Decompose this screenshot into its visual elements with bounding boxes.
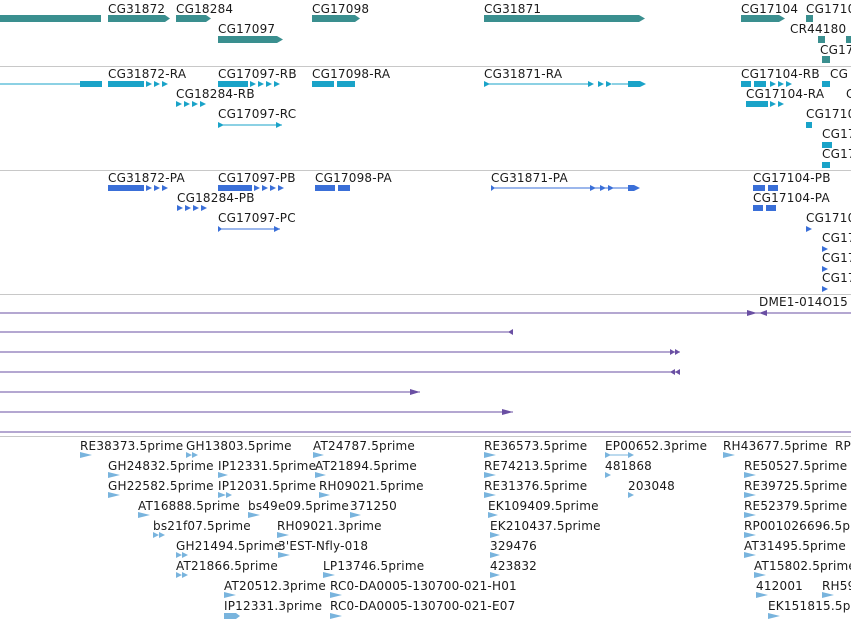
alignments-track: DME1-014O15: [0, 295, 851, 436]
est-label[interactable]: RH09021.3prime: [277, 519, 382, 533]
gene-label[interactable]: CG17104: [741, 2, 799, 16]
est-label[interactable]: 423832: [490, 559, 538, 573]
protein-glyphs: [108, 185, 828, 292]
protein-label[interactable]: CG17: [822, 231, 851, 245]
est-label[interactable]: AT21894.5prime: [315, 459, 417, 473]
est-label[interactable]: RP: [835, 439, 851, 453]
transcript-label[interactable]: CG17: [822, 147, 851, 161]
est-label[interactable]: 412001: [756, 579, 804, 593]
track-divider: [0, 294, 851, 295]
est-label[interactable]: RC0-DA0005-130700-021-H01: [330, 579, 517, 593]
est-label[interactable]: 3'EST-Nfly-018: [278, 539, 369, 553]
transcripts-track: CG31872-RA CG17097-RB CG17098-RA CG31871-RA…: [0, 67, 851, 170]
est-glyphs: [80, 452, 834, 619]
alignment-features[interactable]: [0, 310, 851, 433]
track-divider: [0, 170, 851, 171]
transcript-label[interactable]: CG17: [822, 127, 851, 141]
est-label[interactable]: RE52379.5prime: [744, 499, 848, 513]
est-label[interactable]: GH13803.5prime: [186, 439, 292, 453]
alignment-glyphs: [0, 310, 851, 433]
est-label[interactable]: 481868: [605, 459, 653, 473]
est-label[interactable]: RE74213.5prime: [484, 459, 588, 473]
est-label[interactable]: LP13746.5prime: [323, 559, 425, 573]
est-label[interactable]: AT24787.5prime: [313, 439, 415, 453]
est-label[interactable]: AT16888.5prime: [138, 499, 240, 513]
est-label[interactable]: RE50527.5prime: [744, 459, 848, 473]
est-features[interactable]: [80, 452, 834, 619]
est-label[interactable]: RE38373.5prime: [80, 439, 184, 453]
est-label[interactable]: EP00652.3prime: [605, 439, 708, 453]
proteins-track: CG31872-PA CG17097-PB CG17098-PA CG31871-PA…: [0, 171, 851, 294]
transcript-label[interactable]: C: [846, 87, 851, 101]
est-label[interactable]: RE36573.5prime: [484, 439, 588, 453]
transcript-label[interactable]: CG18284-RB: [176, 87, 255, 101]
transcript-label[interactable]: CG17097-RB: [218, 67, 297, 81]
est-label[interactable]: IP12331.5prime: [218, 459, 317, 473]
est-label[interactable]: GH22582.5prime: [108, 479, 214, 493]
est-label[interactable]: AT15802.5prime: [754, 559, 851, 573]
est-label[interactable]: RH59: [822, 579, 851, 593]
protein-label[interactable]: CG18284-PB: [177, 191, 255, 205]
transcript-label[interactable]: CG1710: [806, 107, 851, 121]
gene-label[interactable]: CG17098: [312, 2, 370, 16]
protein-features[interactable]: [108, 185, 828, 292]
ests-track: RE38373.5prime GH13803.5prime AT24787.5pri…: [0, 437, 851, 622]
alignment-label[interactable]: DME1-014O15: [759, 295, 848, 309]
est-label[interactable]: 329476: [490, 539, 538, 553]
protein-label[interactable]: CG17: [822, 251, 851, 265]
est-label[interactable]: RC0-DA0005-130700-021-E07: [330, 599, 516, 613]
transcript-label[interactable]: CG31871-RA: [484, 67, 563, 81]
est-label[interactable]: RH09021.5prime: [319, 479, 424, 493]
est-label[interactable]: RE31376.5prime: [484, 479, 588, 493]
est-label[interactable]: IP12331.3prime: [224, 599, 323, 613]
transcript-label[interactable]: CG17097-RC: [218, 107, 297, 121]
gene-label[interactable]: CG1710: [806, 2, 851, 16]
gene-label[interactable]: CG17: [820, 43, 851, 57]
transcript-glyphs: [0, 81, 832, 168]
transcript-label[interactable]: CG17104-RA: [746, 87, 825, 101]
gene-glyphs: [0, 15, 851, 63]
est-label[interactable]: GH24832.5prime: [108, 459, 214, 473]
genes-track: CG31872 CG18284 CG17098 CG31871 CG17104 CG171…: [0, 0, 851, 66]
est-label[interactable]: EK210437.5prime: [490, 519, 601, 533]
protein-label[interactable]: CG17: [822, 271, 851, 285]
protein-label[interactable]: CG17097-PC: [218, 211, 296, 225]
est-label[interactable]: RP001026696.5p: [744, 519, 851, 533]
track-divider: [0, 66, 851, 67]
protein-label[interactable]: CG17104-PB: [753, 171, 831, 185]
est-label[interactable]: EK109409.5prime: [488, 499, 599, 513]
est-label[interactable]: AT21866.5prime: [176, 559, 278, 573]
est-label[interactable]: GH21494.5prime: [176, 539, 282, 553]
est-label[interactable]: AT20512.3prime: [224, 579, 326, 593]
est-label[interactable]: IP12031.5prime: [218, 479, 317, 493]
est-label[interactable]: 203048: [628, 479, 676, 493]
est-label[interactable]: bs21f07.5prime: [153, 519, 251, 533]
transcript-label[interactable]: CG17104-RB: [741, 67, 820, 81]
gene-label[interactable]: CG31871: [484, 2, 542, 16]
gene-label[interactable]: CG31872: [108, 2, 166, 16]
gene-features[interactable]: [0, 15, 851, 63]
est-label[interactable]: bs49e09.5prime: [248, 499, 349, 513]
track-divider: [0, 436, 851, 437]
protein-label[interactable]: CG31871-PA: [491, 171, 568, 185]
transcript-label[interactable]: CG31872-RA: [108, 67, 187, 81]
protein-label[interactable]: CG17104-PA: [753, 191, 830, 205]
protein-label[interactable]: CG31872-PA: [108, 171, 185, 185]
est-label[interactable]: RE39725.5prime: [744, 479, 848, 493]
est-label[interactable]: 371250: [350, 499, 398, 513]
protein-label[interactable]: CG1710: [806, 211, 851, 225]
est-label[interactable]: EK151815.5p: [768, 599, 851, 613]
protein-label[interactable]: CG17097-PB: [218, 171, 296, 185]
gene-label[interactable]: CG18284: [176, 2, 234, 16]
est-label[interactable]: AT31495.5prime: [744, 539, 846, 553]
gene-label[interactable]: CG17097: [218, 22, 276, 36]
transcript-label[interactable]: CG: [830, 67, 849, 81]
est-label[interactable]: RH43677.5prime: [723, 439, 828, 453]
gene-label[interactable]: CR44180: [790, 22, 847, 36]
transcript-features[interactable]: [0, 81, 832, 168]
protein-label[interactable]: CG17098-PA: [315, 171, 392, 185]
transcript-label[interactable]: CG17098-RA: [312, 67, 391, 81]
